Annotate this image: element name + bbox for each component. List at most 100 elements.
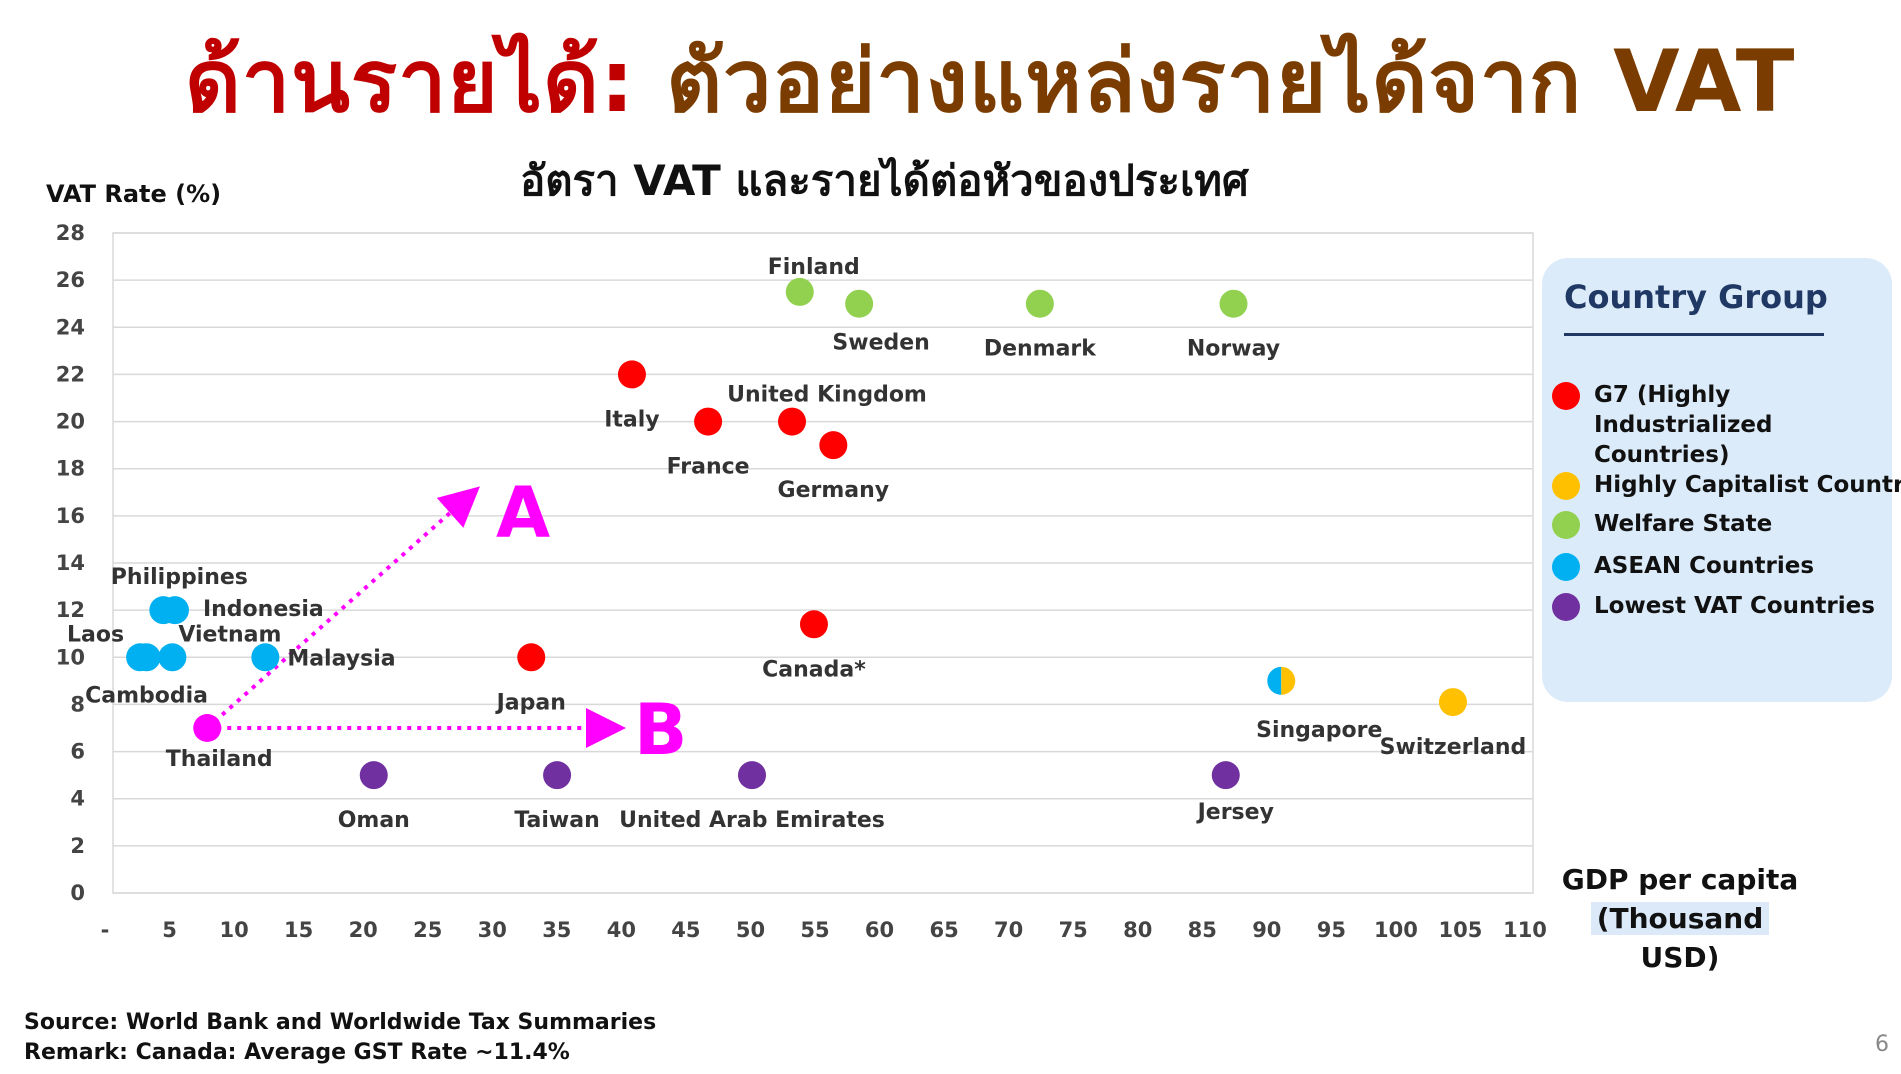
point-label-laos: Laos — [67, 622, 124, 647]
x-tick-label: 70 — [994, 918, 1023, 942]
legend-divider — [1564, 333, 1824, 336]
point-label-france: France — [667, 455, 750, 480]
y-tick-label: 26 — [56, 268, 85, 292]
x-tick-label: 45 — [671, 918, 700, 942]
point-label-switzerland: Switzerland — [1380, 735, 1527, 760]
annotation-label-b: B — [634, 689, 687, 771]
point-japan — [517, 643, 546, 672]
point-indonesia — [160, 596, 189, 625]
x-tick-label: 25 — [413, 918, 442, 942]
x-tick-label: 75 — [1059, 918, 1088, 942]
legend-label-welfare: Welfare State — [1594, 511, 1773, 537]
point-label-germany: Germany — [778, 478, 890, 503]
x-tick-label: 30 — [478, 918, 507, 942]
x-tick-label: 105 — [1439, 918, 1483, 942]
source-note: Source: World Bank and Worldwide Tax Sum… — [24, 1008, 656, 1068]
x-tick-label: 90 — [1252, 918, 1281, 942]
point-malaysia — [251, 643, 280, 672]
point-label-oman: Oman — [338, 808, 410, 833]
point-label-thailand: Thailand — [166, 747, 273, 772]
point-singapore-left — [1267, 666, 1282, 695]
legend-marker-asean — [1552, 553, 1580, 581]
x-tick-label: 95 — [1317, 918, 1346, 942]
x-axis-label: GDP per capita (Thousand USD) — [1560, 860, 1800, 977]
x-tick-label: 50 — [736, 918, 765, 942]
legend-title: Country Group — [1564, 278, 1828, 316]
point-label-japan: Japan — [495, 690, 566, 715]
point-taiwan — [543, 761, 572, 790]
x-tick-label: 100 — [1374, 918, 1418, 942]
x-tick-label: - — [101, 918, 110, 942]
x-tick-label: 35 — [542, 918, 571, 942]
annotation-label-a: A — [496, 472, 550, 554]
point-label-cambodia: Cambodia — [85, 683, 208, 708]
point-oman — [359, 761, 388, 790]
legend-panel: Country Group G7 (Highly Industrialized … — [1542, 258, 1901, 702]
point-label-malaysia: Malaysia — [287, 646, 395, 671]
legend-item-welfare: Welfare State — [1552, 509, 1772, 539]
point-label-united-kingdom: United Kingdom — [727, 383, 927, 408]
y-tick-label: 22 — [56, 362, 85, 386]
y-axis-label: VAT Rate (%) — [46, 180, 222, 208]
point-canada — [799, 610, 828, 639]
x-tick-label: 10 — [219, 918, 248, 942]
x-tick-label: 85 — [1188, 918, 1217, 942]
point-france — [694, 407, 723, 436]
y-tick-label: 12 — [56, 598, 85, 622]
point-cambodia — [132, 643, 161, 672]
y-tick-label: 10 — [56, 645, 85, 669]
point-label-vietnam: Vietnam — [178, 622, 281, 647]
y-tick-label: 16 — [56, 504, 85, 528]
y-tick-label: 2 — [70, 834, 85, 858]
point-jersey — [1211, 761, 1240, 790]
point-switzerland — [1438, 688, 1467, 717]
annotation-arrows: AB — [205, 472, 687, 771]
legend-marker-g7 — [1552, 382, 1580, 410]
y-tick-label: 18 — [56, 457, 85, 481]
y-tick-label: 6 — [70, 740, 85, 764]
remark-text: Remark: Canada: Average GST Rate ~11.4% — [24, 1040, 570, 1065]
legend-item-capitalist: Highly Capitalist Countries — [1552, 470, 1901, 500]
point-label-finland: Finland — [768, 255, 860, 280]
x-tick-label: 20 — [349, 918, 378, 942]
y-tick-label: 20 — [56, 410, 85, 434]
x-tick-label: 5 — [162, 918, 177, 942]
point-united-kingdom — [778, 407, 807, 436]
legend-marker-lowest-vat — [1552, 593, 1580, 621]
point-denmark — [1025, 289, 1054, 318]
y-tick-label: 0 — [70, 881, 85, 905]
legend-label-lowest-vat: Lowest VAT Countries — [1594, 593, 1875, 619]
x-tick-label: 60 — [865, 918, 894, 942]
x-tick-label: 55 — [800, 918, 829, 942]
point-label-norway: Norway — [1187, 337, 1280, 362]
x-tick-label: 65 — [929, 918, 958, 942]
x-tick-label: 40 — [607, 918, 636, 942]
y-tick-label: 14 — [56, 551, 85, 575]
data-points — [126, 277, 1467, 790]
annotation-arrow-a — [205, 486, 480, 730]
legend-item-lowest-vat: Lowest VAT Countries — [1552, 591, 1875, 621]
point-label-jersey: Jersey — [1196, 800, 1274, 825]
x-axis-label-line1: GDP per capita — [1561, 863, 1799, 896]
point-label-denmark: Denmark — [984, 337, 1097, 362]
point-label-philippines: Philippines — [111, 565, 248, 590]
x-tick-label: 15 — [284, 918, 313, 942]
point-norway — [1219, 289, 1248, 318]
source-text: Source: World Bank and Worldwide Tax Sum… — [24, 1010, 657, 1035]
chart-title: อัตรา VAT และรายได้ต่อหัวของประเทศ — [520, 156, 1249, 205]
point-italy — [617, 360, 646, 389]
y-tick-label: 24 — [56, 315, 85, 339]
point-finland — [785, 277, 814, 306]
slide-title-part1: ด้านรายได้: — [185, 32, 636, 132]
legend-label-capitalist: Highly Capitalist Countries — [1594, 472, 1901, 498]
legend-item-asean: ASEAN Countries — [1552, 551, 1814, 581]
slide-title-part2: ตัวอย่างแหล่งรายได้จาก VAT — [635, 32, 1796, 132]
y-tick-label: 4 — [70, 787, 85, 811]
legend-marker-welfare — [1552, 511, 1580, 539]
point-thailand — [193, 714, 222, 742]
point-label-italy: Italy — [604, 407, 659, 432]
x-tick-label: 80 — [1123, 918, 1152, 942]
point-label-indonesia: Indonesia — [203, 597, 324, 622]
point-label-singapore: Singapore — [1256, 718, 1382, 743]
legend-item-g7: G7 (Highly Industrialized Countries) — [1552, 380, 1894, 470]
